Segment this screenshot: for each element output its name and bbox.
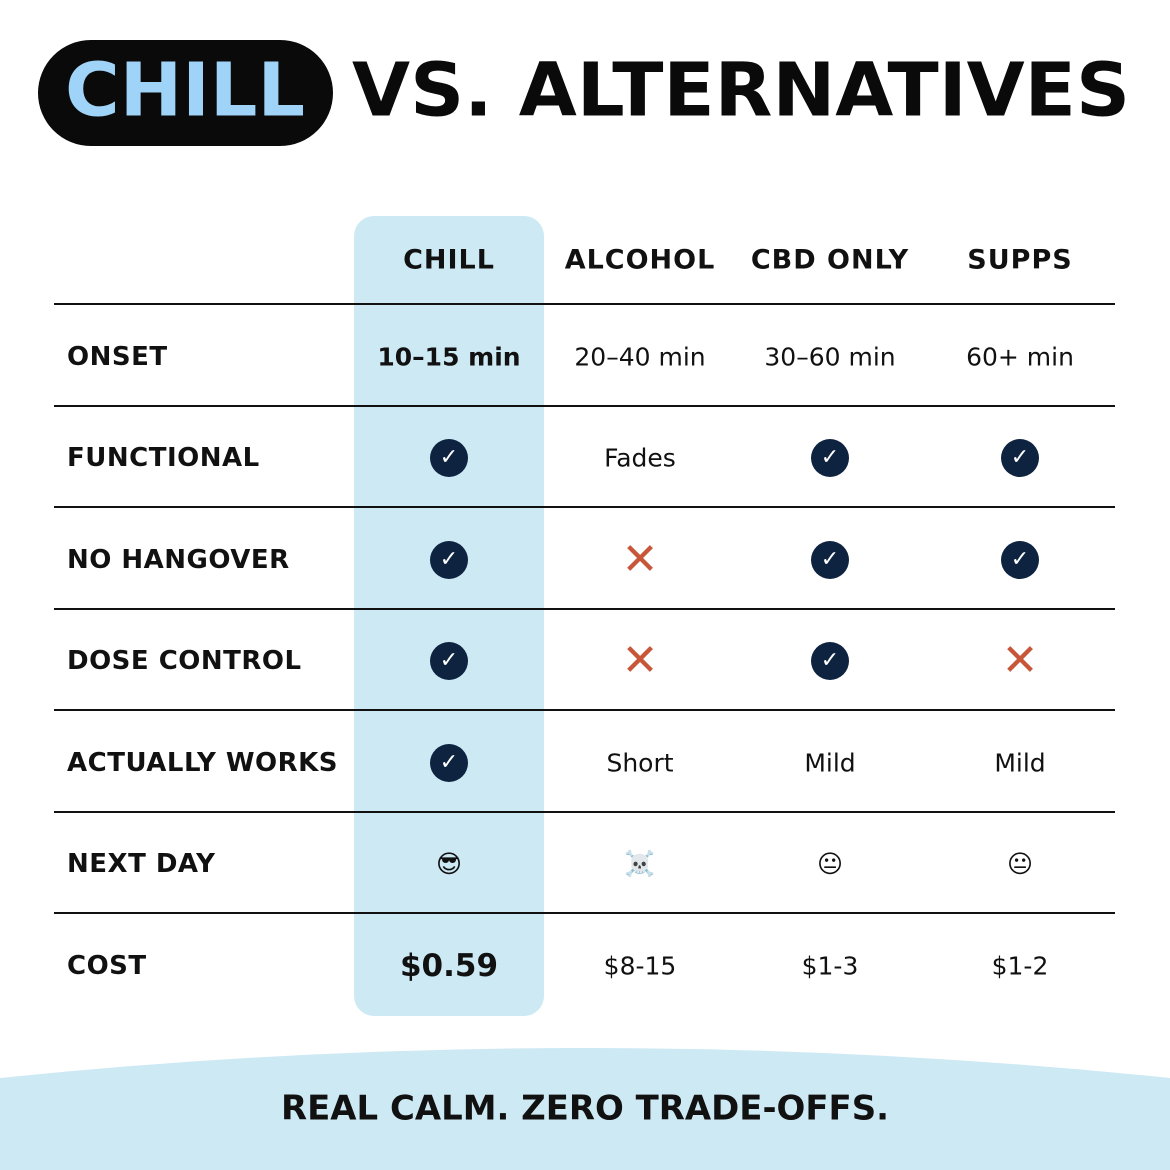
row-label: NEXT DAY bbox=[67, 849, 216, 880]
row-label: ACTUALLY WORKS bbox=[67, 747, 339, 778]
row-divider bbox=[54, 506, 1115, 508]
cell: ✓ bbox=[925, 540, 1115, 579]
cell: 30–60 min bbox=[735, 342, 925, 371]
cell: ✓ bbox=[735, 439, 925, 478]
cell-text: 30–60 min bbox=[764, 342, 896, 372]
cell: 60+ min bbox=[925, 342, 1115, 371]
title-highlight: CHILL bbox=[65, 48, 305, 134]
cell: 😐 bbox=[735, 850, 925, 879]
cell-text: $1-2 bbox=[991, 951, 1049, 981]
column-header: CBD ONLY bbox=[750, 244, 910, 276]
footer-band: REAL CALM. ZERO TRADE-OFFS. bbox=[0, 1048, 1170, 1170]
cell: ✕ bbox=[925, 639, 1115, 683]
row-label: ONSET bbox=[67, 341, 168, 372]
title-pill bbox=[38, 40, 333, 146]
cell-text: $1-3 bbox=[801, 951, 859, 981]
footer-arc bbox=[0, 1048, 1170, 1170]
cell: $8-15 bbox=[545, 951, 735, 980]
check-icon: ✓ bbox=[430, 642, 468, 681]
check-icon: ✓ bbox=[1001, 439, 1039, 478]
row-label: FUNCTIONAL bbox=[67, 443, 260, 474]
column-header: SUPPS bbox=[967, 244, 1073, 276]
row-divider bbox=[54, 709, 1115, 711]
check-icon: ✓ bbox=[1001, 540, 1039, 579]
cell-text: $8-15 bbox=[603, 951, 677, 981]
cell-text: 10–15 min bbox=[377, 342, 521, 372]
check-icon: ✓ bbox=[811, 642, 849, 681]
check-icon: ✓ bbox=[430, 743, 468, 782]
cell: ✓ bbox=[735, 642, 925, 681]
title-bar: CHILL VS. ALTERNATIVES bbox=[38, 40, 1130, 146]
check-icon: ✓ bbox=[811, 540, 849, 579]
cross-icon: ✕ bbox=[621, 533, 659, 585]
row-label: DOSE CONTROL bbox=[67, 646, 302, 677]
title-rest: VS. ALTERNATIVES bbox=[352, 48, 1130, 134]
cell: Fades bbox=[545, 444, 735, 473]
cell: ✕ bbox=[545, 639, 735, 683]
cell: ✕ bbox=[545, 537, 735, 582]
cell: ✓ bbox=[354, 439, 544, 478]
row-divider bbox=[54, 607, 1115, 610]
row-divider bbox=[54, 404, 1115, 407]
cell-text: 20–40 min bbox=[574, 342, 706, 372]
row-label: NO HANGOVER bbox=[67, 544, 290, 575]
cell: 😐 bbox=[925, 850, 1115, 879]
row-divider bbox=[54, 912, 1115, 914]
row-divider bbox=[54, 810, 1115, 813]
cell-text: $0.59 bbox=[399, 947, 499, 984]
tagline: REAL CALM. ZERO TRADE-OFFS. bbox=[281, 1089, 889, 1129]
cell: 20–40 min bbox=[545, 342, 735, 371]
cell: $0.59 bbox=[354, 948, 544, 984]
row-label: COST bbox=[67, 950, 147, 981]
cell: ✓ bbox=[354, 642, 544, 681]
cross-icon: ✕ bbox=[1001, 635, 1039, 687]
cell-text: 60+ min bbox=[966, 342, 1074, 372]
cell: ✓ bbox=[354, 743, 544, 782]
cell-text: 😐 bbox=[816, 849, 844, 879]
cell: Mild bbox=[925, 748, 1115, 777]
cell-text: 😐 bbox=[1006, 849, 1034, 879]
cell: $1-3 bbox=[735, 951, 925, 980]
cell: $1-2 bbox=[925, 951, 1115, 980]
cell-text: Mild bbox=[804, 748, 856, 778]
cell-text: Short bbox=[606, 748, 674, 778]
column-header: ALCOHOL bbox=[564, 244, 716, 276]
cell-text: Mild bbox=[994, 748, 1046, 778]
highlight-column bbox=[354, 216, 544, 1016]
cell-text: 😎 bbox=[435, 849, 463, 879]
cell: ☠️ bbox=[545, 849, 735, 879]
cell: Short bbox=[545, 748, 735, 777]
cell-text: ☠️ bbox=[624, 849, 656, 879]
column-header: CHILL bbox=[403, 244, 495, 276]
cell: Mild bbox=[735, 748, 925, 777]
cell: 😎 bbox=[354, 850, 544, 879]
row-divider bbox=[54, 303, 1115, 305]
cell: ✓ bbox=[354, 540, 544, 579]
cell: 10–15 min bbox=[354, 342, 544, 371]
cross-icon: ✕ bbox=[621, 635, 659, 687]
cell: ✓ bbox=[735, 540, 925, 579]
cell: ✓ bbox=[925, 439, 1115, 478]
cell-text: Fades bbox=[604, 443, 676, 473]
check-icon: ✓ bbox=[430, 439, 468, 478]
check-icon: ✓ bbox=[430, 540, 468, 579]
check-icon: ✓ bbox=[811, 439, 849, 478]
